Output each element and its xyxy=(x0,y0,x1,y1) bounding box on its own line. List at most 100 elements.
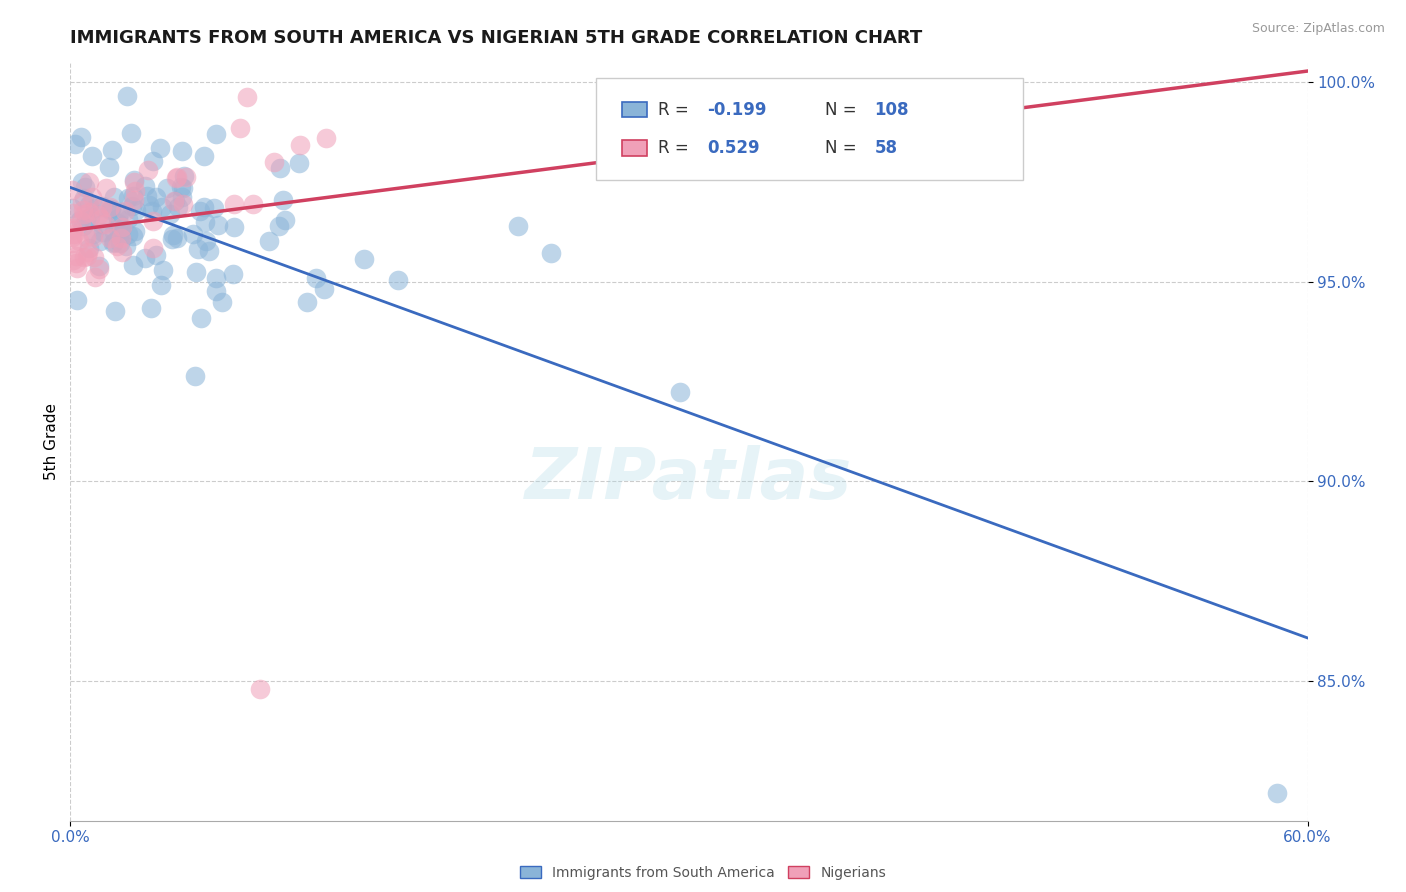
Point xyxy=(211,295,233,310)
Point xyxy=(207,218,229,232)
Point xyxy=(75,229,97,244)
Point xyxy=(159,207,181,221)
Point xyxy=(82,227,104,242)
Point xyxy=(122,258,145,272)
Point xyxy=(263,155,285,169)
Point xyxy=(145,248,167,262)
Point xyxy=(165,171,187,186)
Point xyxy=(60,206,83,220)
Point xyxy=(103,235,125,249)
Point xyxy=(540,246,562,260)
FancyBboxPatch shape xyxy=(621,140,647,155)
Point xyxy=(107,215,129,229)
Point xyxy=(122,175,145,189)
Point xyxy=(110,230,132,244)
Point xyxy=(97,161,120,175)
Point xyxy=(508,219,530,234)
Point xyxy=(77,205,100,219)
Point xyxy=(150,277,173,292)
Point xyxy=(98,203,121,218)
Point xyxy=(134,251,156,265)
Point xyxy=(117,190,139,204)
Point xyxy=(156,181,179,195)
Point xyxy=(91,225,114,239)
Point xyxy=(314,282,336,296)
Point xyxy=(120,126,142,140)
Point xyxy=(295,294,318,309)
Point xyxy=(73,206,96,220)
Point xyxy=(236,90,259,104)
Point xyxy=(315,131,337,145)
Point xyxy=(60,235,83,250)
Point xyxy=(82,149,104,163)
Point xyxy=(149,141,172,155)
Point xyxy=(96,181,118,195)
Text: R =: R = xyxy=(658,101,695,119)
Point xyxy=(66,260,89,275)
Point xyxy=(101,235,124,250)
Point xyxy=(224,197,246,211)
Point xyxy=(249,681,271,696)
Point xyxy=(271,193,294,207)
Point xyxy=(69,212,91,227)
Point xyxy=(103,304,125,318)
Text: 58: 58 xyxy=(875,139,897,157)
Point xyxy=(172,145,194,159)
Point xyxy=(193,200,215,214)
Point xyxy=(305,271,328,285)
FancyBboxPatch shape xyxy=(621,102,647,117)
Point xyxy=(65,249,87,263)
Point xyxy=(103,225,125,239)
Point xyxy=(110,223,132,237)
Point xyxy=(184,368,207,383)
Point xyxy=(194,215,217,229)
Point xyxy=(70,175,93,189)
Point xyxy=(60,183,83,197)
Point xyxy=(60,230,83,244)
Point xyxy=(193,149,215,163)
Point xyxy=(222,267,245,281)
Point xyxy=(107,220,129,235)
Text: ZIPatlas: ZIPatlas xyxy=(526,445,852,514)
Point xyxy=(125,202,148,217)
Point xyxy=(269,219,291,233)
Point xyxy=(188,204,211,219)
Point xyxy=(73,251,96,265)
Point xyxy=(145,190,167,204)
Point xyxy=(152,263,174,277)
Point xyxy=(114,203,136,218)
Y-axis label: 5th Grade: 5th Grade xyxy=(44,403,59,480)
Point xyxy=(163,194,186,209)
Point xyxy=(79,211,101,225)
Point xyxy=(121,228,143,243)
Point xyxy=(229,121,252,136)
Point xyxy=(170,190,193,204)
Point xyxy=(190,310,212,325)
Text: N =: N = xyxy=(825,139,862,157)
Point xyxy=(205,270,228,285)
Point xyxy=(176,170,198,185)
Point xyxy=(89,262,111,277)
Point xyxy=(204,202,226,216)
Point xyxy=(187,243,209,257)
Point xyxy=(77,198,100,212)
Point xyxy=(668,385,690,400)
Point xyxy=(162,232,184,246)
Point xyxy=(287,156,309,170)
Point xyxy=(82,230,104,244)
Point xyxy=(73,180,96,194)
Point xyxy=(65,136,87,151)
Point xyxy=(173,169,195,183)
Point xyxy=(83,201,105,215)
Point xyxy=(98,201,121,215)
Point xyxy=(136,163,159,178)
Point xyxy=(100,202,122,217)
Point xyxy=(166,231,188,245)
Point xyxy=(204,128,226,142)
Point xyxy=(111,245,134,260)
Point xyxy=(184,265,207,279)
Point xyxy=(77,242,100,256)
Point xyxy=(117,227,139,242)
Point xyxy=(166,170,188,185)
FancyBboxPatch shape xyxy=(596,78,1024,180)
